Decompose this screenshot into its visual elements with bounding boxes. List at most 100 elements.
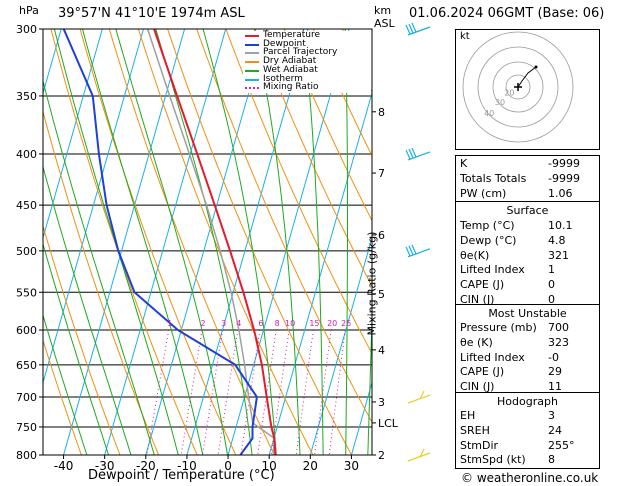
hodograph-unit-label: kt [460,31,470,42]
pressure-tick-label: 550 [16,286,37,299]
table-row: Temp (°C) 10.1 [460,219,595,234]
mixing-ratio-axis-title: Mixing Ratio (g/kg) [365,231,379,336]
chart-legend: Temperature Dewpoint Parcel Trajectory Dry … [243,30,371,93]
table-row: Dewp (°C) 4.8 [460,234,595,249]
dry-adiabat-line [79,29,237,455]
legend-swatch [245,87,259,90]
pressure-tick-label: 700 [16,391,37,404]
dry-adiabat-line [283,29,372,222]
surface-panel: Surface Temp (°C) 10.1 Dewp (°C) 4.8 θe(K) 32… [455,201,600,306]
table-row-key: θe(K) [460,248,490,262]
dry-adiabat-line [137,29,314,455]
table-row-value: 8 [548,453,555,467]
table-row: Lifted Index 1 [460,263,595,278]
hodograph-ring [505,74,531,100]
table-row-value: 3 [548,409,555,422]
wet-adiabat-line [43,313,88,455]
wind-barb [405,244,431,258]
dry-adiabat-line [167,29,352,455]
hodograph-table-panel: Hodograph EH 3 SREH 24 StmDir 255° StmSpd (kt)… [455,392,600,469]
wind-barb [407,390,431,404]
datetime-title: 01.06.2024 06GMT (Base: 06) [409,6,605,21]
most-unstable-panel: Most Unstable Pressure (mb) 700 θe (K) 323 L… [455,304,600,394]
mixing-ratio-label: 4 [236,319,241,328]
table-row-key: SREH [460,423,490,437]
hodograph-table-title: Hodograph [497,395,558,408]
copyright-footer[interactable]: © weatheronline.co.uk [461,471,599,485]
legend-label: Dewpoint [263,38,306,49]
storm-motion-marker [514,83,522,91]
legend-label: Mixing Ratio [263,82,319,93]
table-row-key: K [460,157,468,170]
table-row-key: CIN (J) [460,380,495,394]
legend-swatch [245,61,259,64]
legend-entry: Mixing Ratio [243,82,371,93]
legend-swatch [245,52,259,55]
table-row: CAPE (J) 0 [460,278,595,293]
hodograph-ring-label: 30 [495,98,505,107]
pressure-tick-label: 400 [16,148,37,161]
dry-adiabat-line [43,338,82,455]
pressure-tick-label: 300 [16,23,37,36]
isotherm-line [186,29,309,455]
table-row: Lifted Index -0 [460,351,595,366]
legend-label: Dry Adiabat [263,56,317,67]
wet-adiabat-line [43,165,132,455]
series-temperature [153,29,277,455]
table-row-value: 1.06 [548,186,573,200]
table-row-key: CIN (J) [460,293,495,306]
wind-barb [405,22,431,36]
wind-barb [407,448,431,462]
legend-entry: Isotherm [243,73,371,84]
dry-adiabat-line [196,29,372,424]
pressure-tick-label: 600 [16,324,37,337]
table-row: K -9999 [460,157,595,172]
temperature-tick-label: 20 [303,459,318,473]
table-row-value: 11 [548,380,562,394]
legend-entry: Parcel Trajectory [243,47,371,57]
km-tick-label: LCL [378,417,399,430]
legend-swatch [245,69,259,72]
hodograph-end-point [534,65,538,69]
table-row-key: StmSpd (kt) [460,453,526,467]
table-row-value: 0 [548,278,555,292]
location-title: 39°57'N 41°10'E 1974m ASL [58,6,245,21]
pressure-tick-label: 500 [16,245,37,258]
isotherm-line [268,91,372,455]
hpa-label: hPa [19,4,39,17]
wet-adiabat-line [202,29,277,455]
table-row-key: CAPE (J) [460,365,505,379]
km-tick-label: 6 [378,229,385,242]
legend-swatch [245,35,259,37]
mixing-ratio-label: 1 [167,319,172,328]
temperature-tick-label: -40 [54,459,74,473]
temperature-tick-label: -10 [177,459,197,473]
table-row-value: 0 [548,293,555,306]
mixing-ratio-label: 20 [327,319,337,328]
legend-label: Isotherm [263,73,303,84]
mixing-ratio-line [201,330,224,455]
mixing-ratio-label: 25 [341,319,351,328]
table-row: θe (K) 323 [460,336,595,351]
hodograph-ring-label: 20 [504,89,514,98]
wet-adiabat-line [53,29,179,455]
hodograph-panel: 40 30 20 kt [455,29,600,150]
wet-adiabat-line [43,242,110,455]
dry-adiabat-line [605,29,629,455]
mixing-ratio-line [328,330,346,455]
indices-panel: K -9999 Totals Totals -9999 PW (cm) 1.06 [455,155,600,203]
pressure-tick-label: 750 [16,421,37,434]
hodograph-ring [477,46,559,128]
legend-label: Wet Adiabat [263,64,318,75]
table-row-value: 321 [548,248,569,262]
hodograph-ring-label: 40 [484,109,494,118]
dry-adiabat-line [43,109,160,455]
dry-adiabat-line [254,29,372,288]
wet-adiabat-line [344,29,348,455]
temperature-tick-label: -30 [95,459,115,473]
mixing-ratio-label: 15 [309,319,319,328]
wet-adiabat-line [155,29,253,455]
legend-entry: Dry Adiabat [243,56,371,67]
